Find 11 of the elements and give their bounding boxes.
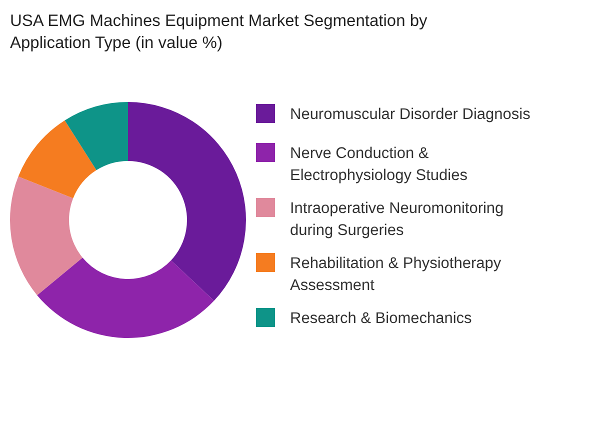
legend-label: Research & Biomechanics: [290, 310, 472, 327]
legend-label: Neuromuscular Disorder Diagnosis: [290, 106, 531, 123]
donut-slice: [10, 176, 83, 296]
donut-slice: [64, 102, 128, 170]
legend-label: Intraoperative Neuromonitoring during Surgeries: [290, 200, 504, 239]
donut-slice: [128, 102, 246, 301]
legend-label: Nerve Conduction & Electrophysiology Studies: [290, 145, 468, 184]
donut-slice: [18, 120, 96, 198]
legend-label: Rehabilitation & Physiotherapy Assessment: [290, 255, 502, 294]
donut-slice: [37, 258, 214, 338]
chart-title: USA EMG Machines Equipment Market Segmentation by Application Type (in value %): [10, 12, 428, 52]
